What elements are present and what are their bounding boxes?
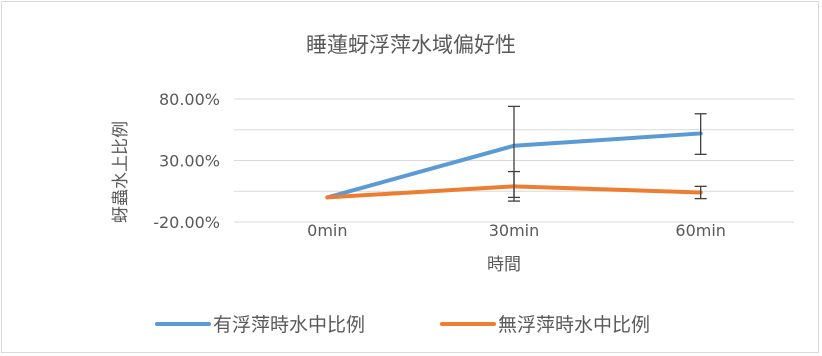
x-tick-label: 60min xyxy=(675,221,726,240)
error-bar xyxy=(508,170,520,202)
x-axis-ticks: 0min 30min 60min xyxy=(307,221,726,240)
y-axis-title: 蚜蟲水上比例 xyxy=(111,121,131,223)
error-bar xyxy=(694,113,707,156)
y-tick-label: 80.00% xyxy=(159,90,220,109)
y-tick-label: 30.00% xyxy=(159,152,220,171)
series xyxy=(325,105,707,202)
error-bar xyxy=(694,185,707,200)
legend: 有浮萍時水中比例 無浮萍時水中比例 xyxy=(155,314,650,336)
y-axis-ticks: -20.00% 30.00% 80.00% xyxy=(153,90,220,232)
legend-label-2: 無浮萍時水中比例 xyxy=(498,314,650,336)
x-axis-title: 時間 xyxy=(487,255,521,275)
legend-label-1: 有浮萍時水中比例 xyxy=(213,314,365,336)
chart-title: 睡蓮蚜浮萍水域偏好性 xyxy=(306,33,516,57)
x-tick-label: 30min xyxy=(489,221,540,240)
x-tick-label: 0min xyxy=(307,221,347,240)
y-tick-label: -20.00% xyxy=(153,213,220,232)
